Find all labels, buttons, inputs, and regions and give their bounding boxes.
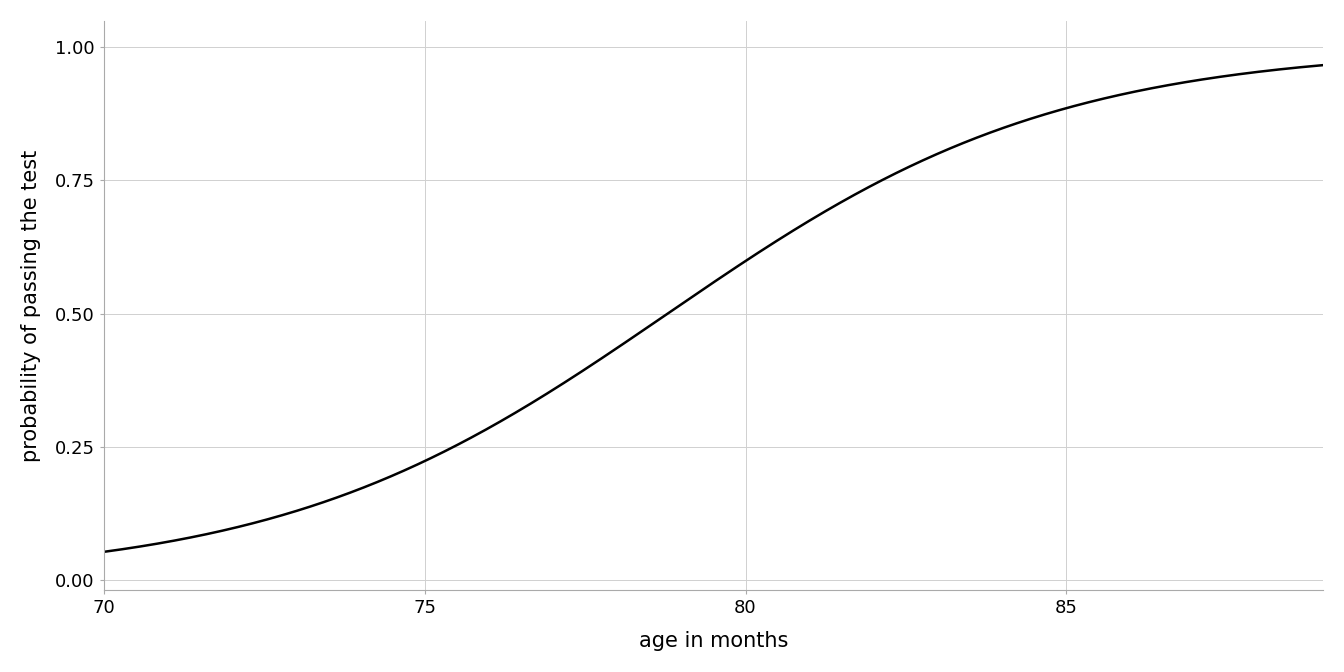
Y-axis label: probability of passing the test: probability of passing the test <box>22 149 40 462</box>
X-axis label: age in months: age in months <box>638 631 788 651</box>
